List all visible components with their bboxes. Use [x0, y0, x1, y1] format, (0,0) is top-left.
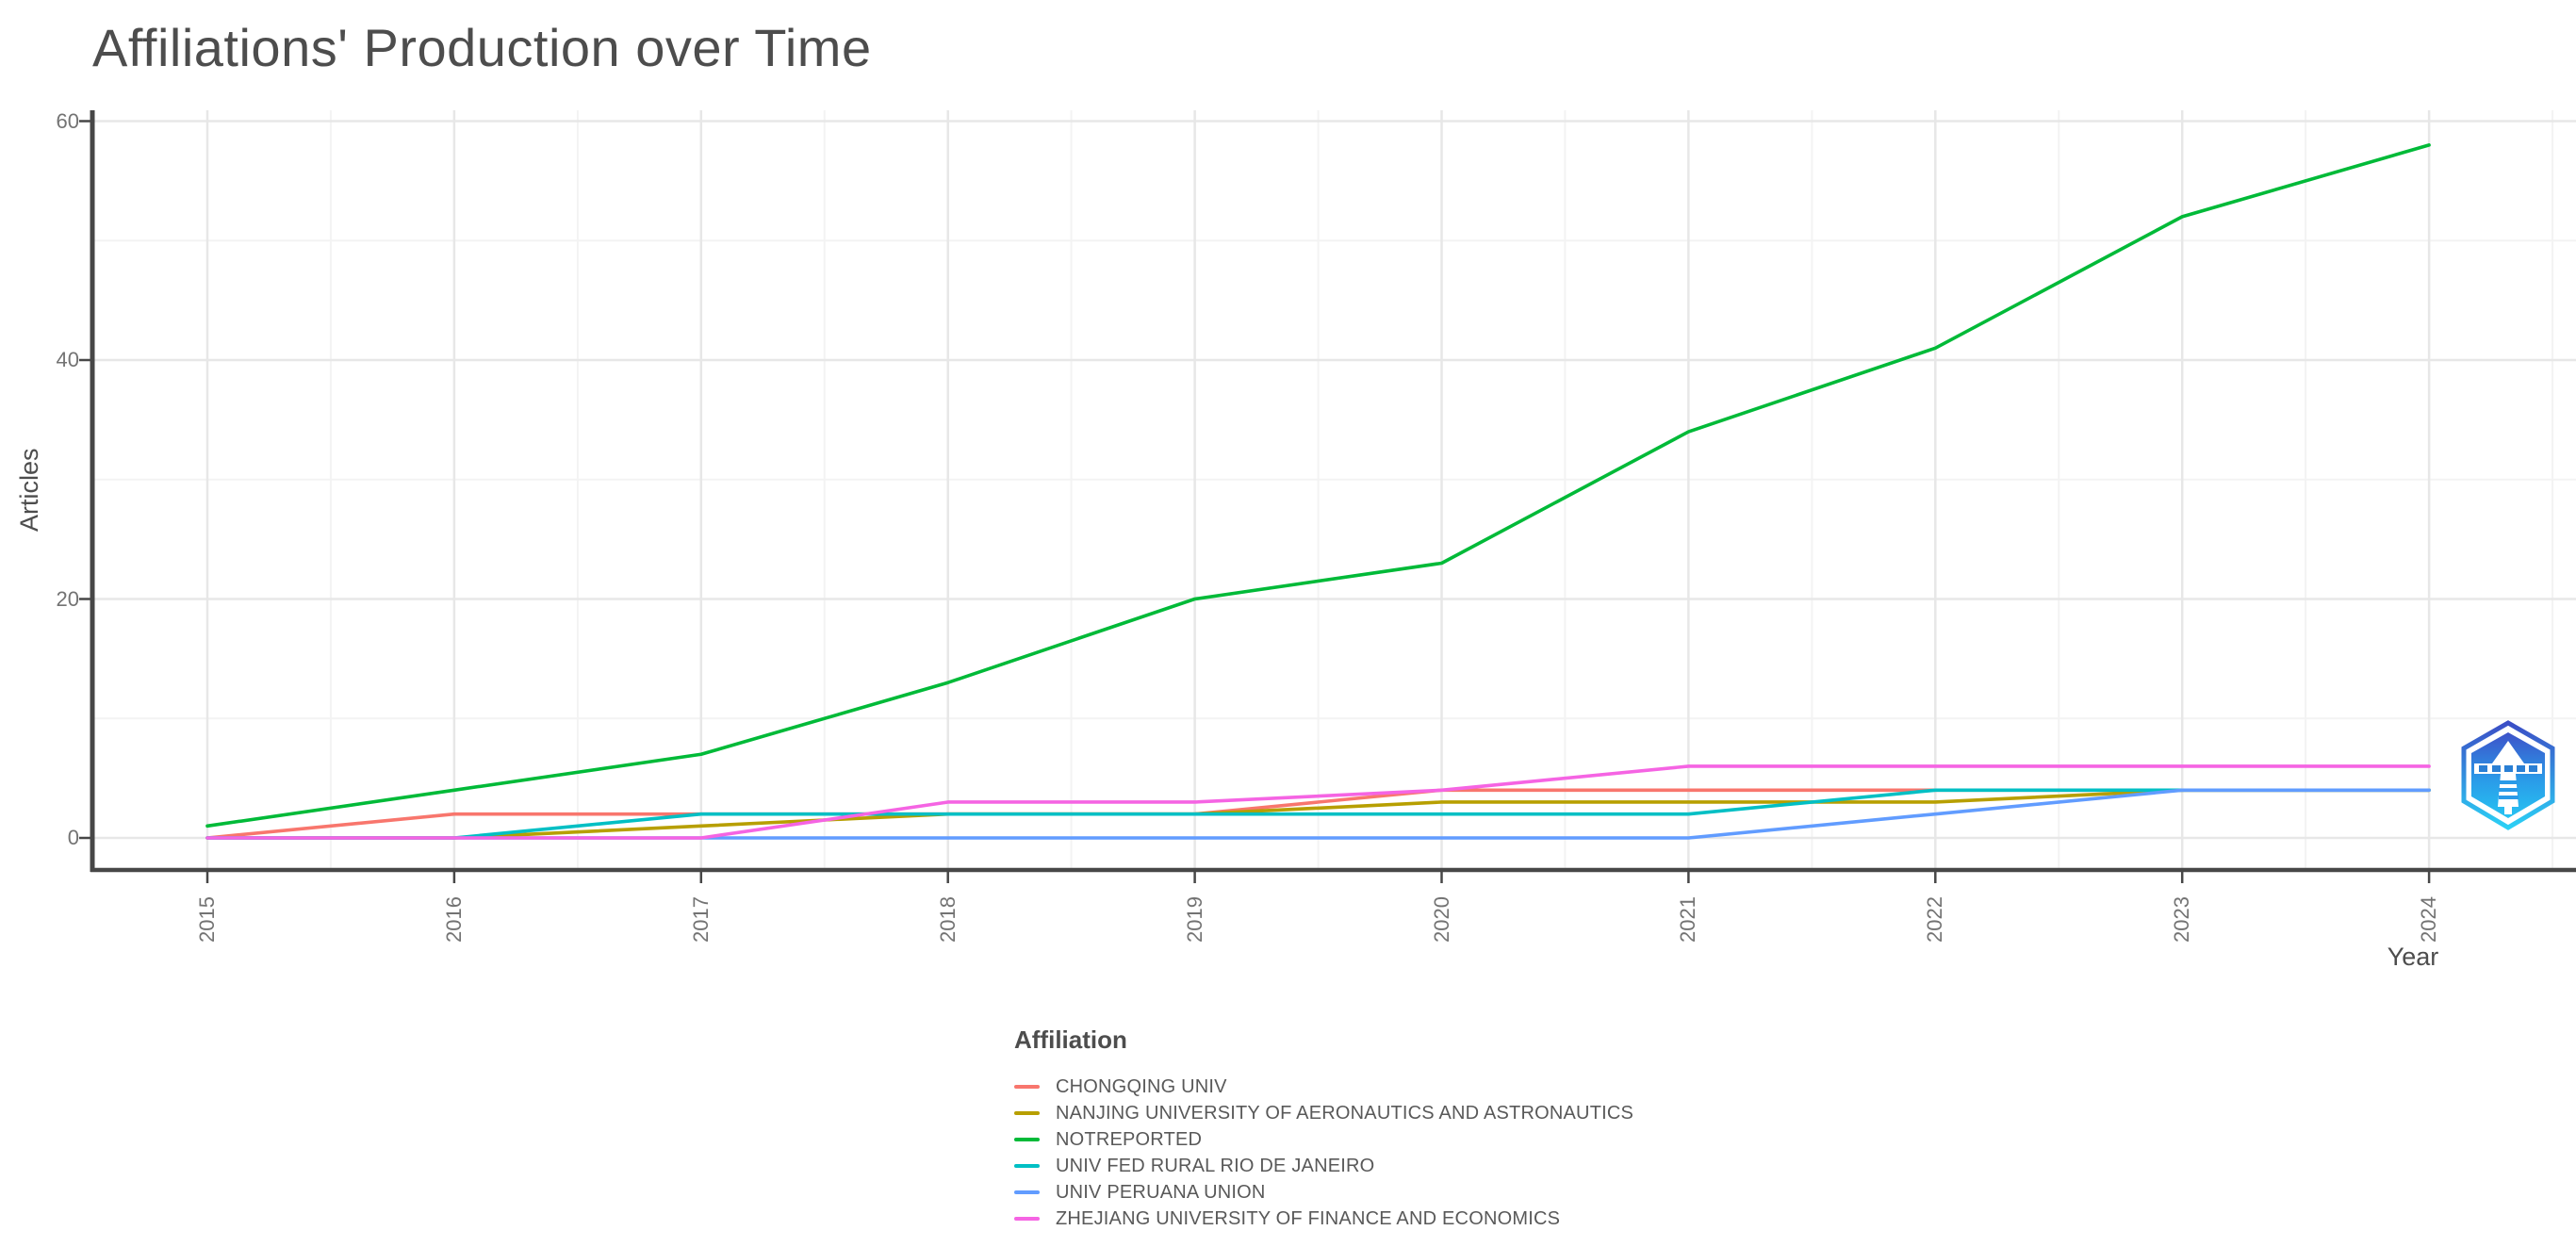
x-tick-label: 2018	[935, 896, 960, 943]
x-tick-label: 2017	[688, 896, 713, 943]
x-tick-label: 2022	[1923, 896, 1947, 943]
legend-line-swatch	[1014, 1138, 1040, 1141]
y-tick-label: 20	[56, 586, 79, 611]
y-tick-label: 60	[56, 108, 79, 133]
x-tick-label: 2021	[1676, 896, 1700, 943]
legend-item: NANJING UNIVERSITY OF AERONAUTICS AND AS…	[1014, 1100, 1633, 1126]
legend-label: NOTREPORTED	[1056, 1128, 1203, 1150]
legend: Affiliation CHONGQING UNIV NANJING UNIVER…	[1014, 1025, 1633, 1232]
series-line-notreported	[205, 143, 2431, 829]
legend-item: NOTREPORTED	[1014, 1126, 1633, 1153]
legend-label: UNIV PERUANA UNION	[1056, 1181, 1266, 1203]
x-tick-label: 2016	[441, 896, 466, 943]
y-tick-label: 0	[67, 826, 79, 849]
legend-label: CHONGQING UNIV	[1056, 1075, 1227, 1097]
series-line-univ-fed-rural-rio-de-janeiro	[205, 788, 2431, 840]
legend-item: CHONGQING UNIV	[1014, 1074, 1633, 1100]
series-line-zhejiang-university-of-finance-and-economics	[205, 764, 2431, 840]
x-tick-label: 2024	[2417, 896, 2441, 943]
bibliometrix-logo-icon	[2461, 720, 2555, 830]
legend-line-swatch	[1014, 1217, 1040, 1221]
series-line-nanjing-university-of-aeronautics-and-astronautics	[205, 788, 2431, 840]
legend-label: UNIV FED RURAL RIO DE JANEIRO	[1056, 1155, 1375, 1176]
legend-items: CHONGQING UNIV NANJING UNIVERSITY OF AERO…	[1014, 1074, 1633, 1232]
legend-label: ZHEJIANG UNIVERSITY OF FINANCE AND ECONO…	[1056, 1207, 1561, 1229]
legend-item: UNIV PERUANA UNION	[1014, 1179, 1633, 1206]
x-tick-label: 2020	[1429, 896, 1453, 943]
x-tick-label: 2023	[2170, 896, 2194, 943]
y-tick-label: 40	[56, 348, 79, 371]
legend-line-swatch	[1014, 1190, 1040, 1194]
legend-item: ZHEJIANG UNIVERSITY OF FINANCE AND ECONO…	[1014, 1206, 1633, 1232]
legend-line-swatch	[1014, 1111, 1040, 1115]
legend-title: Affiliation	[1014, 1025, 1127, 1054]
chart-title: Affiliations' Production over Time	[92, 18, 872, 77]
x-axis-title: Year	[2387, 943, 2439, 971]
y-axis-title: Articles	[15, 448, 43, 533]
legend-line-swatch	[1014, 1085, 1040, 1089]
legend-item: UNIV FED RURAL RIO DE JANEIRO	[1014, 1153, 1633, 1179]
legend-label: NANJING UNIVERSITY OF AERONAUTICS AND AS…	[1056, 1102, 1634, 1124]
x-tick-label: 2019	[1182, 896, 1206, 943]
legend-line-swatch	[1014, 1164, 1040, 1168]
x-tick-label: 2015	[195, 896, 219, 943]
